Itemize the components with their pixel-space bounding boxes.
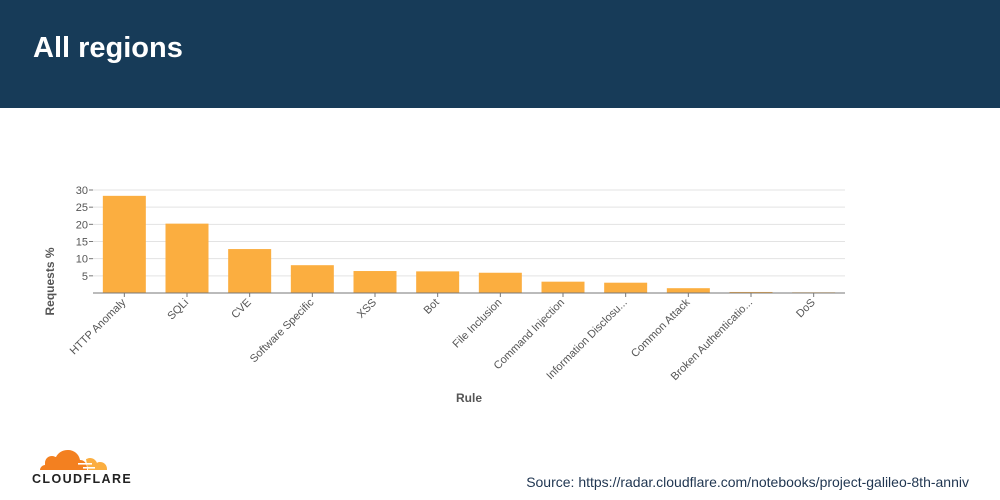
bar bbox=[165, 223, 209, 293]
source-note: Source: https://radar.cloudflare.com/not… bbox=[526, 474, 969, 490]
x-tick-label: File Inclusion bbox=[451, 297, 505, 351]
cloud-icon bbox=[40, 450, 107, 470]
bar bbox=[416, 271, 460, 293]
x-tick-label: DoS bbox=[794, 297, 818, 321]
x-tick-label: Bot bbox=[422, 297, 442, 317]
y-tick-labels: 30 25 20 15 10 5 bbox=[76, 185, 93, 283]
bar bbox=[729, 291, 773, 293]
bar bbox=[353, 271, 397, 293]
bar bbox=[290, 265, 334, 293]
header-bar: All regions bbox=[0, 0, 1000, 108]
x-tick-label: XSS bbox=[355, 297, 379, 321]
y-tick-label: 5 bbox=[82, 271, 88, 283]
y-tick-label: 10 bbox=[76, 254, 88, 266]
bar bbox=[228, 249, 272, 293]
bars bbox=[102, 195, 836, 293]
bar bbox=[604, 282, 648, 293]
cloudflare-logo: CLOUDFLARE bbox=[32, 449, 142, 489]
y-tick-label: 20 bbox=[76, 219, 88, 231]
x-tick-label: Common Attack bbox=[629, 296, 693, 360]
x-tick-label: SQLi bbox=[165, 297, 191, 323]
x-tick-label: Software Specific bbox=[248, 296, 317, 365]
bar bbox=[478, 272, 522, 293]
page-title: All regions bbox=[33, 32, 183, 64]
logo-wordmark: CLOUDFLARE bbox=[32, 472, 133, 486]
x-tick-label: HTTP Anomaly bbox=[68, 296, 129, 357]
bar bbox=[102, 195, 146, 293]
x-tick-label: CVE bbox=[229, 297, 253, 321]
bar bbox=[541, 281, 585, 293]
y-axis-title: Requests % bbox=[43, 247, 57, 315]
y-tick-label: 25 bbox=[76, 202, 88, 214]
grid-lines bbox=[93, 189, 845, 277]
x-axis-title: Rule bbox=[456, 391, 482, 405]
y-tick-label: 30 bbox=[76, 185, 88, 197]
y-tick-label: 15 bbox=[76, 237, 88, 249]
bar bbox=[666, 288, 710, 293]
